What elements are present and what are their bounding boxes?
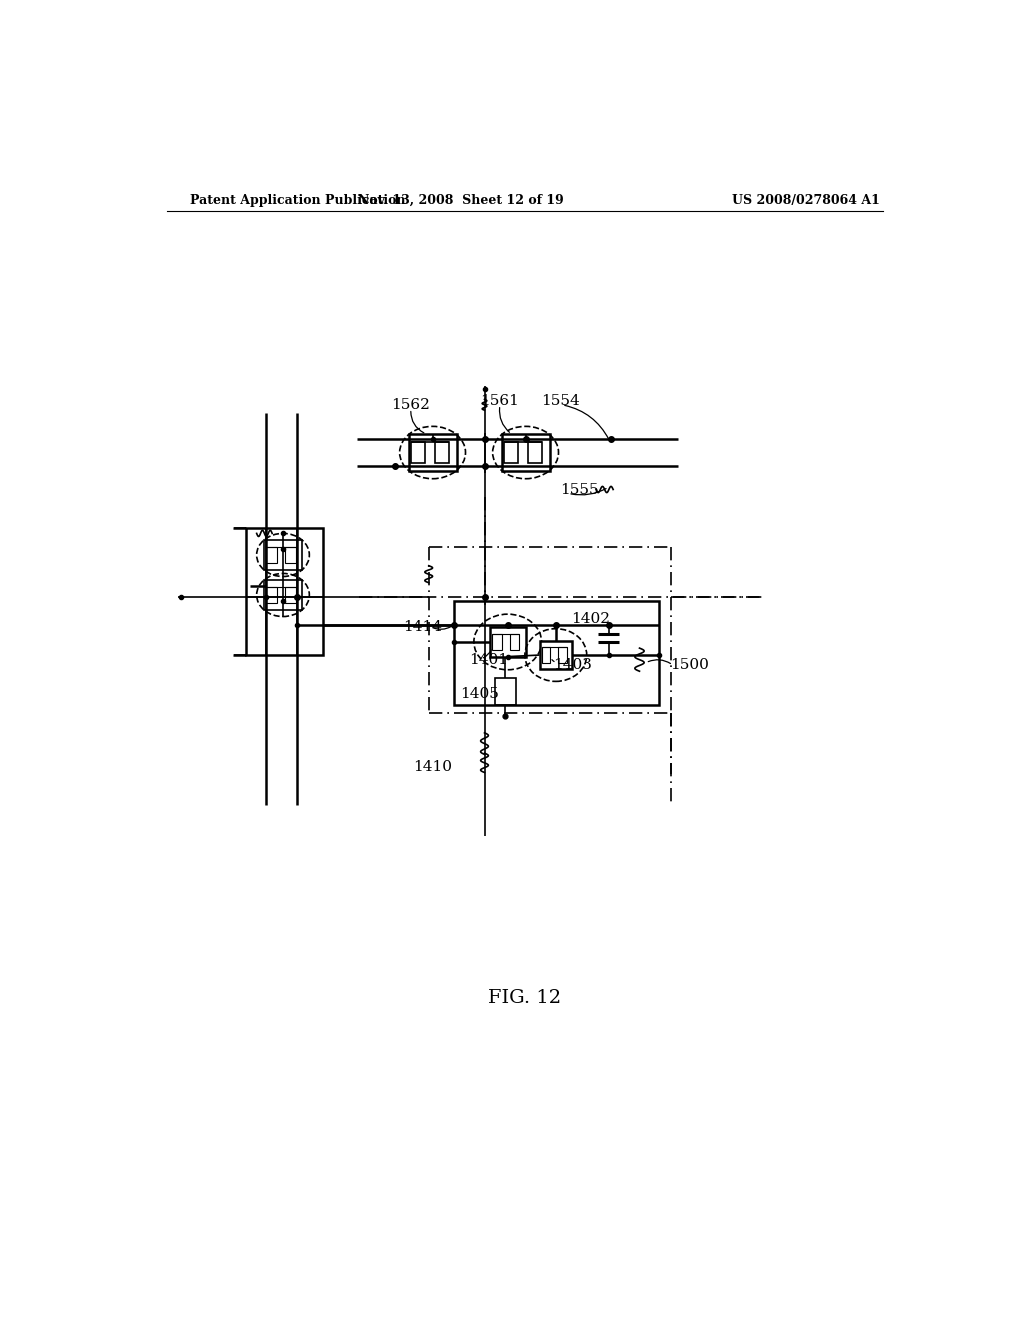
Text: 1414: 1414 <box>403 619 442 634</box>
Bar <box>528 442 542 463</box>
Bar <box>286 546 296 564</box>
Text: 1403: 1403 <box>553 659 592 672</box>
Bar <box>502 434 550 471</box>
Bar <box>246 528 324 655</box>
Bar <box>454 601 658 705</box>
Bar <box>263 581 302 610</box>
Text: 1555: 1555 <box>560 483 599 496</box>
Text: 1402: 1402 <box>571 612 610 626</box>
Bar <box>505 442 518 463</box>
Bar <box>510 635 519 651</box>
Text: 1562: 1562 <box>391 397 430 412</box>
Text: FIG. 12: FIG. 12 <box>488 989 561 1007</box>
Bar <box>435 442 449 463</box>
Text: Nov. 13, 2008  Sheet 12 of 19: Nov. 13, 2008 Sheet 12 of 19 <box>358 194 564 207</box>
Text: 1410: 1410 <box>414 760 453 774</box>
Text: Patent Application Publication: Patent Application Publication <box>190 194 406 207</box>
Bar <box>266 587 276 603</box>
Bar <box>263 540 302 570</box>
Text: 1405: 1405 <box>460 686 499 701</box>
Text: 1561: 1561 <box>480 393 519 408</box>
Bar <box>409 434 457 471</box>
Text: 1500: 1500 <box>671 659 710 672</box>
Bar <box>493 635 502 651</box>
Bar <box>542 647 550 663</box>
Text: 1554: 1554 <box>541 393 580 408</box>
Bar <box>495 678 516 705</box>
Bar <box>412 442 425 463</box>
Bar <box>266 546 276 564</box>
Bar <box>540 642 572 669</box>
Text: 1401: 1401 <box>469 653 508 668</box>
Bar <box>558 647 566 663</box>
Bar <box>489 627 525 656</box>
Bar <box>286 587 296 603</box>
Text: US 2008/0278064 A1: US 2008/0278064 A1 <box>732 194 881 207</box>
